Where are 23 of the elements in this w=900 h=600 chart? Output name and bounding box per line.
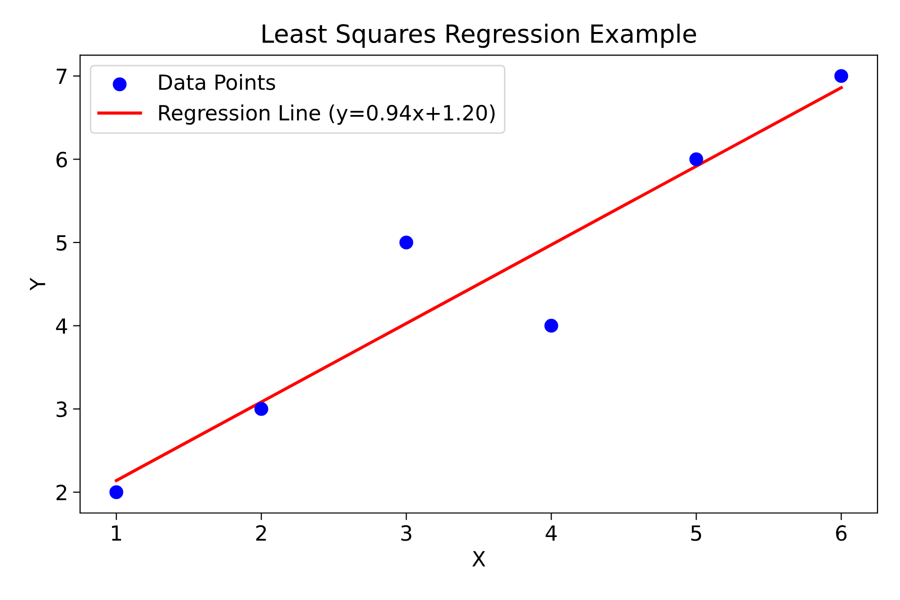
y-tick-label: 5	[56, 235, 66, 251]
x-tick-label: 5	[691, 525, 702, 541]
x-tick-label: 1	[112, 525, 122, 541]
point	[254, 402, 268, 416]
chart-title: Least Squares Regression Example	[262, 24, 696, 48]
x-tick-label: 3	[401, 525, 412, 541]
x-tick-label: 6	[836, 525, 847, 541]
y-tick-label: 2	[56, 484, 66, 500]
y-tick-label: 3	[56, 401, 67, 418]
y-axis-title: Y	[30, 278, 46, 291]
point	[689, 152, 704, 166]
y-tick-label: 7	[56, 68, 67, 84]
point	[399, 236, 414, 250]
point	[834, 69, 848, 83]
legend-label: Data Points	[159, 74, 276, 90]
x-tick-label: 4	[546, 525, 557, 541]
x-tick-label: 2	[256, 525, 266, 541]
y-tick-label: 4	[56, 318, 68, 334]
point	[109, 485, 124, 500]
legend-label: Regression Line (y=0.94x+1.20)	[159, 104, 495, 125]
point	[544, 318, 558, 333]
x-axis-title: X	[472, 551, 486, 566]
y-tick-label: 6	[56, 152, 67, 168]
